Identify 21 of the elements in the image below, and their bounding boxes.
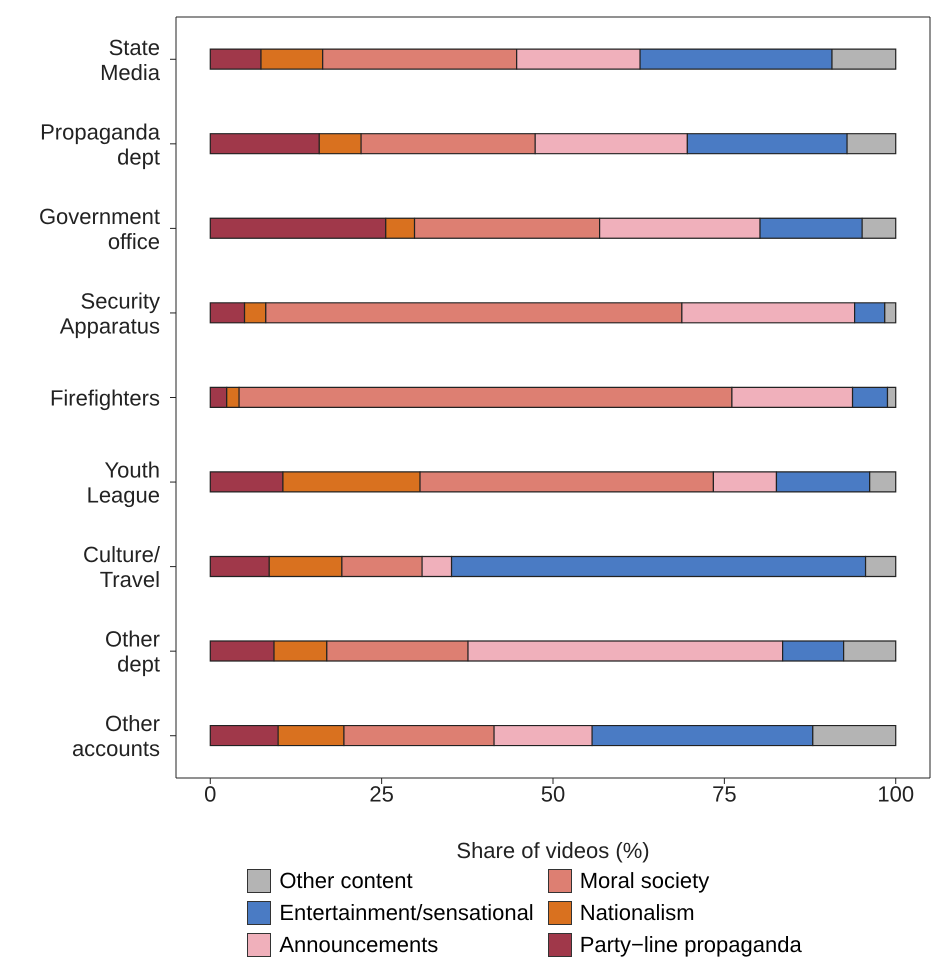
y-tick-label: Other dept — [104, 626, 160, 676]
y-tick-label: State Media — [100, 34, 161, 84]
x-axis-title: Share of videos (%) — [456, 838, 650, 863]
legend-label: Other content — [279, 868, 413, 894]
y-tick-label: Government office — [38, 203, 160, 254]
x-tick-label: 25 — [369, 782, 394, 807]
y-tick-label: Security Apparatus — [60, 288, 160, 338]
y-tick-label: Culture/ Travel — [82, 542, 161, 592]
legend-label: Party−line propaganda — [580, 932, 802, 958]
legend-label: Entertainment/sensational — [279, 900, 534, 926]
y-tick-label: Propaganda dept — [40, 118, 161, 169]
x-tick-label: 100 — [877, 782, 914, 807]
x-tick-label: 50 — [540, 782, 566, 807]
y-tick-label: Youth League — [86, 457, 160, 508]
legend-label: Announcements — [279, 932, 438, 958]
legend-label: Nationalism — [580, 900, 695, 926]
x-tick-label: 75 — [712, 782, 737, 807]
x-tick-label: 0 — [204, 782, 216, 807]
legend-label: Moral society — [580, 868, 710, 894]
y-tick-label: Firefighters — [50, 385, 160, 410]
y-tick-label: Other accounts — [72, 710, 160, 761]
